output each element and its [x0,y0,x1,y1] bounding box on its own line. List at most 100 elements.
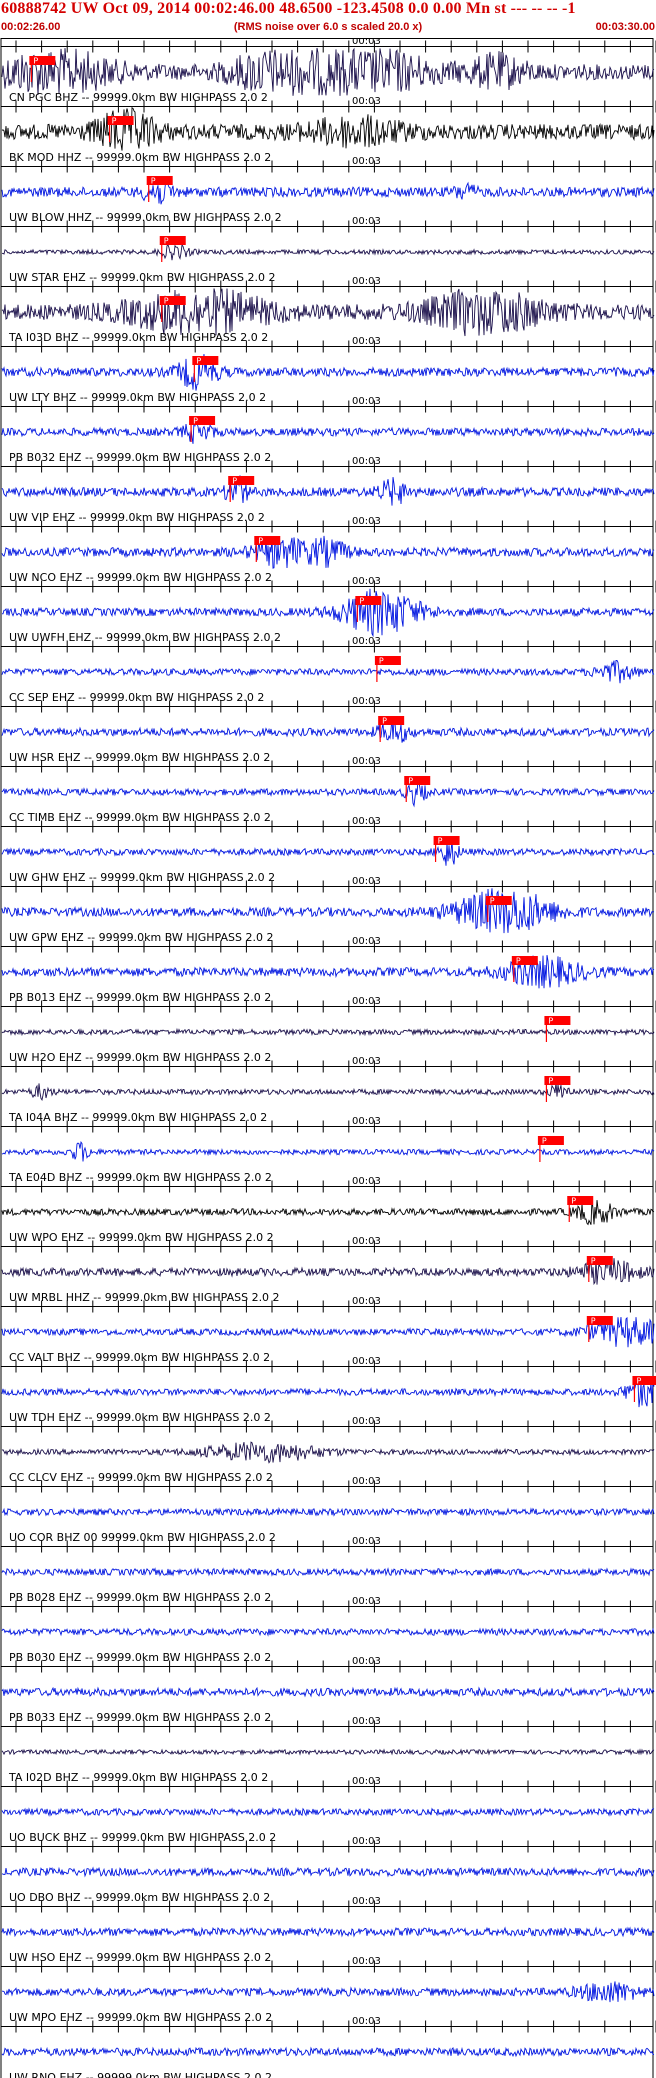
station-label: UO DBO BHZ -- 99999.0km BW HIGHPASS 2.0 … [9,1891,270,1904]
waveform [1,420,655,444]
waveform [1,1567,655,1577]
waveform [1,778,655,808]
waveform [1,47,655,96]
waveform [1,288,655,337]
trace-row: 00:03 P BK MOD HHZ -- 99999.0km BW HIGHPAS… [1,96,656,164]
trace-row: 00:03 PB B030 EHZ -- 99999.0km BW HIGHPAS… [1,1596,656,1664]
trace-row: 00:03 UW MPO EHZ -- 99999.0km BW HIGHPASS… [1,1956,656,2024]
station-label: UW GHW EHZ -- 99999.0km BW HIGHPASS 2.0 … [9,871,275,884]
time-label: 00:03 [352,1116,381,1127]
trace-row: 00:03 P UW HSR EHZ -- 99999.0km BW HIGHPAS… [1,696,656,764]
trace-row: 00:03 P UW MRBL HHZ -- 99999.0km BW HIGHPA… [1,1236,656,1304]
waveform [1,1316,655,1348]
station-label: PB B030 EHZ -- 99999.0km BW HIGHPASS 2.0… [9,1651,271,1664]
pick-label: P [196,357,201,366]
panel-frame [0,38,654,2078]
station-label: UW LTY BHZ -- 99999.0km BW HIGHPASS 2.0 … [9,391,266,404]
pick-flag [404,776,431,785]
trace-row: 00:03 P CC TIMB EHZ -- 99999.0km BW HIGHPA… [1,756,656,824]
trace-row: 00:03 UO COR BHZ 00 99999.0km BW HIGHPASS… [1,1476,656,1544]
trace-row: 00:03 P UW GHW EHZ -- 99999.0km BW HIGHPAS… [1,816,656,884]
station-label: UW H2O EHZ -- 99999.0km BW HIGHPASS 2.0 … [9,1051,271,1064]
pick-label: P [232,477,237,486]
pick-flag [192,356,219,365]
start-time: 00:02:26.00 [1,21,61,33]
time-label: 00:03 [352,1356,381,1367]
pick-label: P [33,57,38,66]
pick-flag [374,656,401,665]
pick-flag [378,716,405,725]
pick-flag [189,416,216,425]
waveform [1,1027,655,1037]
station-label: UW RNO EHZ -- 99999.0km BW HIGHPASS 2.0 … [9,2071,272,2078]
time-label: 00:03 [352,1896,381,1907]
pick-flag [159,296,186,305]
waveform [1,717,655,743]
station-label: PB B013 EHZ -- 99999.0km BW HIGHPASS 2.0… [9,991,271,1004]
time-label: 00:03 [352,1536,381,1547]
pick-flag [567,1196,594,1205]
waveform [1,107,655,151]
station-label: PB B033 EHZ -- 99999.0km BW HIGHPASS 2.0… [9,1711,271,1724]
pick-flag [159,236,186,245]
waveform [1,535,655,569]
trace-row: 00:03 P PB B013 EHZ -- 99999.0km BW HIGHPA… [1,936,656,1004]
pick-flag [511,956,538,965]
trace-row: 00:03 P UW UWFH EHZ -- 99999.0km BW HIGHPA… [1,576,656,644]
station-label: PB B028 EHZ -- 99999.0km BW HIGHPASS 2.0… [9,1591,271,1604]
waveform [1,178,655,205]
time-label: 00:03 [352,756,381,767]
time-label: 00:03 [352,1056,381,1067]
time-label: 00:03 [352,696,381,707]
station-label: UW VIP EHZ -- 99999.0km BW HIGHPASS 2.0 … [9,511,265,524]
waveform [1,1198,655,1226]
waveform [1,1082,655,1101]
time-label: 00:03 [352,1836,381,1847]
time-label: 00:03 [352,936,381,947]
pick-flag [544,1076,571,1085]
station-label: BK MOD HHZ -- 99999.0km BW HIGHPASS 2.0 … [9,151,271,164]
seismogram-panel: 00:03 P CN PGC BHZ -- 99999.0km BW HIGHPAS… [0,38,656,2078]
pick-label: P [591,1257,596,1266]
trace-row: 00:03 P CC VALT BHZ -- 99999.0km BW HIGHPA… [1,1296,656,1364]
time-label: 00:03 [352,336,381,347]
end-time: 00:03:30.00 [595,21,655,33]
station-label: UW HSO EHZ -- 99999.0km BW HIGHPASS 2.0 … [9,1951,271,1964]
time-label: 00:03 [352,96,381,107]
station-label: CC VALT BHZ -- 99999.0km BW HIGHPASS 2.0… [9,1351,270,1364]
time-label: 00:03 [352,576,381,587]
trace-row: 00:03 P TA I03D BHZ -- 99999.0km BW HIGHPA… [1,276,656,344]
trace-row: 00:03 P UW LTY BHZ -- 99999.0km BW HIGHPAS… [1,336,656,404]
waveform [1,1748,655,1756]
pick-label: P [516,957,521,966]
pick-label: P [591,1317,596,1326]
station-label: UW MPO EHZ -- 99999.0km BW HIGHPASS 2.0 … [9,2011,272,2024]
station-label: TA I04A BHZ -- 99999.0km BW HIGHPASS 2.0… [8,1111,267,1124]
station-label: CC CLCV EHZ -- 99999.0km BW HIGHPASS 2.0… [9,1471,273,1484]
station-label: UW GPW EHZ -- 99999.0km BW HIGHPASS 2.0 … [9,931,273,944]
trace-row: 00:03 P PB B032 EHZ -- 99999.0km BW HIGHPA… [1,396,656,464]
time-label: 00:03 [352,1296,381,1307]
station-label: PB B032 EHZ -- 99999.0km BW HIGHPASS 2.0… [9,451,271,464]
waveform [1,1377,655,1408]
pick-label: P [258,537,263,546]
trace-row: 00:03 UO BUCK BHZ -- 99999.0km BW HIGHPAS… [1,1776,656,1844]
pick-flag [544,1016,571,1025]
pick-label: P [548,1077,553,1086]
waveform [1,659,655,684]
trace-row: 00:03 UO DBO BHZ -- 99999.0km BW HIGHPASS… [1,1836,656,1904]
time-label: 00:03 [352,1416,381,1427]
waveform [1,1807,655,1817]
pick-flag [355,596,382,605]
trace-row: 00:03 UW HSO EHZ -- 99999.0km BW HIGHPASS… [1,1896,656,1964]
waveform [1,888,655,934]
trace-row: 00:03 P UW BLOW HHZ -- 99999.0km BW HIGHPA… [1,156,656,224]
station-label: CN PGC BHZ -- 99999.0km BW HIGHPASS 2.0 … [9,91,268,104]
pick-label: P [382,717,387,726]
station-label: UW MRBL HHZ -- 99999.0km BW HIGHPASS 2.0… [9,1291,280,1304]
pick-label: P [379,657,384,666]
trace-row: 00:03 P UW VIP EHZ -- 99999.0km BW HIGHPAS… [1,456,656,524]
trace-row: 00:03 P CC SEP EHZ -- 99999.0km BW HIGHPAS… [1,636,656,704]
time-label: 00:03 [352,1476,381,1487]
time-label: 00:03 [352,276,381,287]
